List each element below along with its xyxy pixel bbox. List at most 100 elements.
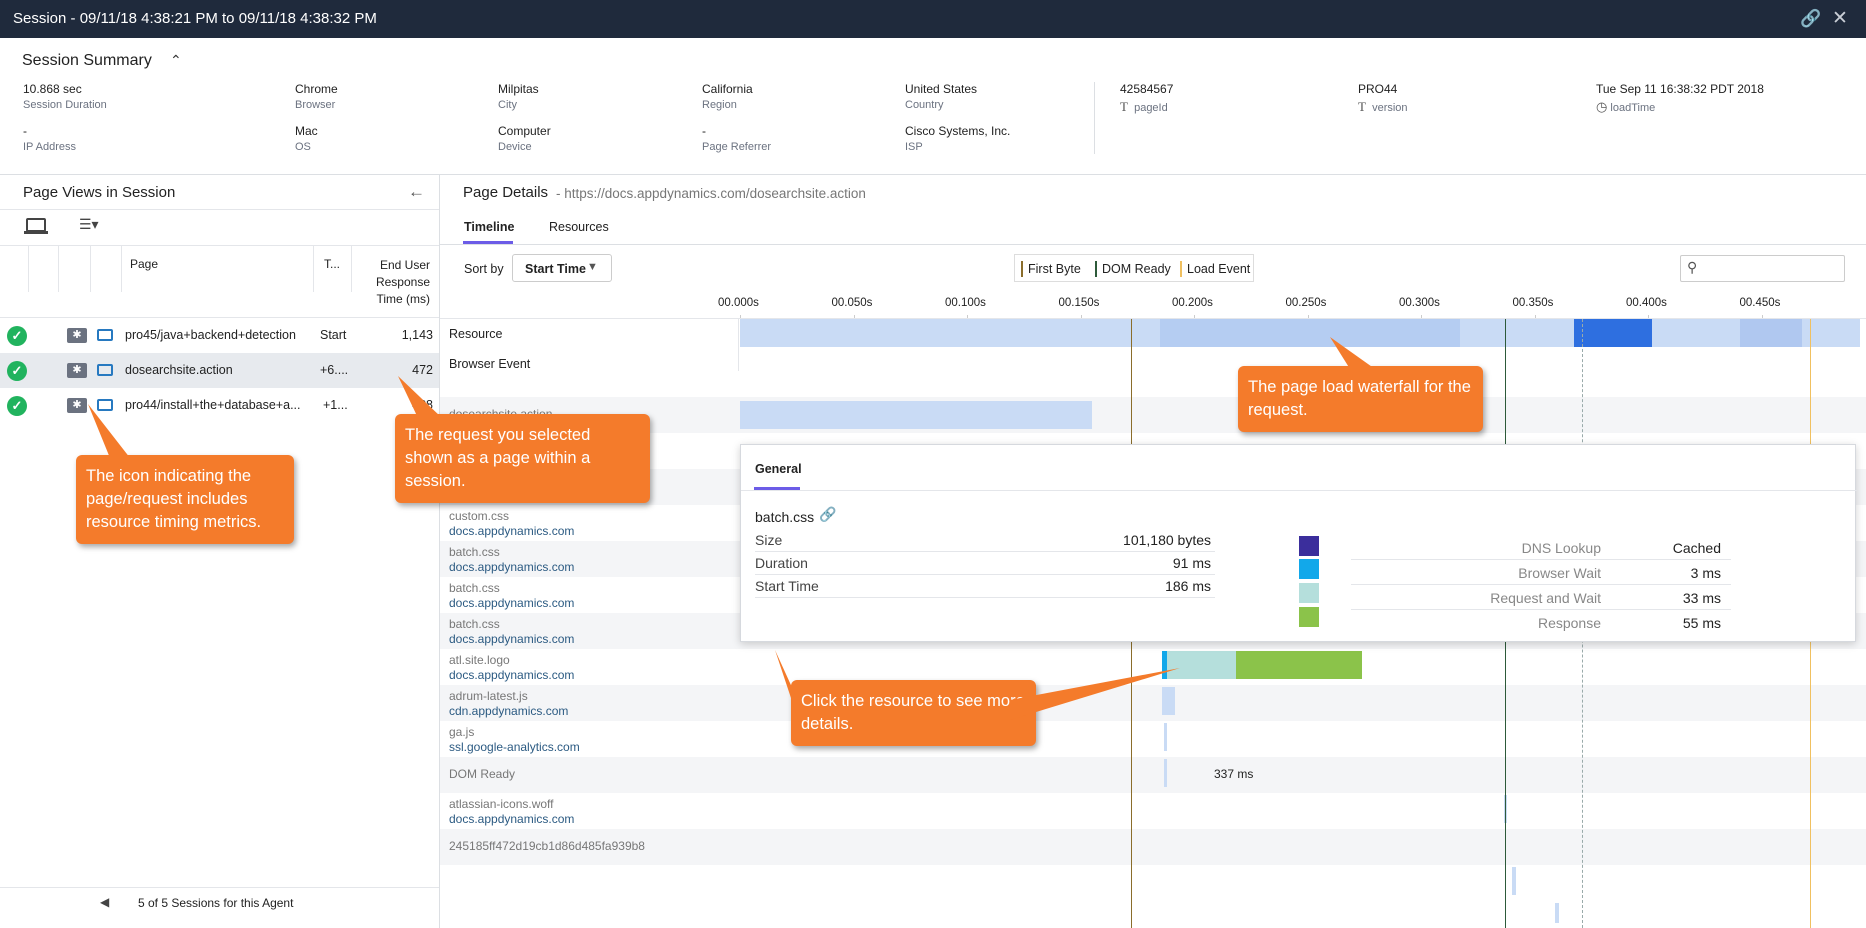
resource-summary-bar[interactable] (1460, 319, 1590, 347)
resource-bar[interactable] (1164, 723, 1167, 751)
dropdown-caret-icon: ▼ (587, 261, 598, 273)
link-icon[interactable]: 🔗 (819, 506, 837, 522)
resource-bar[interactable] (1162, 687, 1175, 715)
field-country: United States Country (905, 82, 978, 111)
field-version: PRO44 T version (1358, 82, 1408, 114)
field-page-referrer: - Page Referrer (702, 124, 772, 153)
text-type-icon: T (1120, 99, 1128, 114)
row-resource-domain: docs.appdynamics.com (449, 632, 575, 646)
row-resource-domain: cdn.appdynamics.com (449, 704, 569, 718)
field-isp: Cisco Systems, Inc. ISP (905, 124, 1011, 153)
text-type-icon: T (1358, 99, 1366, 114)
row-resource-domain: ssl.google-analytics.com (449, 740, 580, 754)
tab-active-indicator (463, 241, 513, 244)
timeline-row[interactable]: Browser Event (440, 349, 1866, 379)
resource-detail-popup: General batch.css 🔗 Size 101,180 bytes D… (740, 444, 1857, 642)
field-device: Computer Device (498, 124, 551, 153)
resource-timing-folder-icon: ✱ (67, 363, 87, 378)
axis-tick (1648, 315, 1649, 319)
field-browser: Chrome Browser (295, 82, 338, 111)
timeline-row[interactable]: atlassian-icons.woff docs.appdynamics.com (440, 793, 1866, 829)
timing-swatch (1299, 607, 1319, 627)
field-session-duration: 10.868 sec Session Duration (23, 82, 107, 111)
popup-tab-general[interactable]: General (755, 462, 802, 476)
row-time: Start (320, 328, 347, 342)
resource-bar[interactable] (1555, 903, 1559, 923)
tab-timeline[interactable]: Timeline (464, 220, 515, 234)
link-icon[interactable]: 🔗 (1800, 9, 1822, 28)
row-resource-domain: docs.appdynamics.com (449, 812, 575, 826)
success-check-icon: ✓ (7, 326, 27, 346)
resource-summary-bar[interactable] (1698, 319, 1748, 347)
timeline-row[interactable]: ga.js ssl.google-analytics.com (440, 721, 1866, 757)
stat-duration-value: 91 ms (1172, 555, 1211, 571)
page-details-title: Page Details (463, 184, 549, 201)
row-time: +6.... (320, 363, 349, 377)
close-icon[interactable]: ✕ (1832, 8, 1848, 29)
row-page: pro45/java+backend+detection (125, 328, 296, 342)
timeline-row[interactable]: Resource (440, 319, 1866, 349)
caret-left-icon[interactable]: ◀ (100, 895, 110, 909)
timeline-row[interactable]: dosearchsite.action (440, 397, 1866, 433)
field-page-id: 42584567 T pageId (1120, 82, 1174, 114)
sort-label: Sort by (464, 262, 504, 276)
timeline-row[interactable]: batch.css docs.appdynamics.com (440, 577, 1866, 613)
success-check-icon: ✓ (7, 396, 27, 416)
sessions-footer: 5 of 5 Sessions for this Agent (138, 896, 294, 910)
row-resource-name: ga.js (449, 725, 475, 739)
row-time: +1... (323, 398, 348, 412)
timing-request-wait-key: Request and Wait (1490, 590, 1601, 606)
resource-summary-bar[interactable] (1740, 319, 1802, 347)
callout-icon: The icon indicating the page/request inc… (76, 455, 294, 544)
arrow-left-icon[interactable]: ← (408, 182, 425, 201)
timeline-row[interactable]: atl.site.logo docs.appdynamics.com (440, 649, 1866, 685)
axis-tick-label: 00.450s (1739, 297, 1781, 309)
response-bar[interactable] (1236, 651, 1362, 679)
timeline-row[interactable]: DOM Ready 337 ms (440, 757, 1866, 793)
page-view-row[interactable]: ✓ ✱ pro44/install+the+database+a... +1..… (0, 388, 439, 423)
timeline-row[interactable]: custom.css docs.appdynamics.com (440, 505, 1866, 541)
timeline-row[interactable]: 245185ff472d19cb1d86d485fa939b8 (440, 829, 1866, 865)
request-wait-bar[interactable] (1167, 651, 1236, 679)
row-resource-domain: docs.appdynamics.com (449, 524, 575, 538)
resource-summary-bar-dark[interactable] (1574, 319, 1652, 347)
timing-response-key: Response (1537, 615, 1601, 631)
session-summary: Session Summary ⌃ 10.868 sec Session Dura… (0, 38, 1866, 175)
computer-icon[interactable] (26, 218, 46, 232)
page-view-row-selected[interactable]: ✓ ✱ dosearchsite.action +6.... 472 (0, 353, 439, 388)
axis-tick (740, 315, 741, 319)
axis-tick-label: 00.250s (1285, 297, 1327, 309)
axis-tick-label: 00.000s (718, 297, 759, 309)
window-title: Session - 09/11/18 4:38:21 PM to 09/11/1… (13, 10, 377, 27)
monitor-icon (97, 399, 113, 411)
axis-tick (1534, 315, 1536, 319)
column-time[interactable]: T... (324, 257, 341, 271)
resource-bar[interactable] (1512, 867, 1516, 895)
row-resource-name: Browser Event (449, 357, 531, 371)
monitor-icon (97, 329, 113, 341)
summary-divider (1094, 82, 1095, 154)
browser-wait-bar[interactable] (1162, 651, 1167, 679)
timing-browser-wait-key: Browser Wait (1518, 565, 1601, 581)
field-os: Mac OS (295, 124, 318, 153)
timing-browser-wait-value: 3 ms (1690, 565, 1721, 581)
timing-request-wait-value: 33 ms (1682, 590, 1721, 606)
column-response-time[interactable]: End User Response Time (ms) (375, 258, 430, 306)
resource-bar[interactable] (740, 401, 1092, 429)
timeline-legend: First Byte DOM Ready Load Event (1014, 254, 1254, 282)
resource-timing-folder-icon: ✱ (67, 398, 87, 413)
settings-sliders-icon[interactable]: ☰▾ (79, 216, 99, 232)
axis-tick (1761, 315, 1763, 319)
row-resource-name: 245185ff472d19cb1d86d485fa939b8 (449, 839, 645, 853)
resource-bar[interactable] (1164, 759, 1167, 787)
monitor-icon (97, 364, 113, 376)
search-input[interactable]: ⚲ (1680, 255, 1845, 282)
tab-resources[interactable]: Resources (549, 220, 609, 234)
column-page[interactable]: Page (130, 257, 159, 271)
title-bar: Session - 09/11/18 4:38:21 PM to 09/11/1… (0, 0, 1866, 38)
row-resource-domain: docs.appdynamics.com (449, 668, 575, 682)
collapse-chevron-icon[interactable]: ⌃ (170, 52, 182, 68)
timeline-row[interactable]: adrum-latest.js cdn.appdynamics.com (440, 685, 1866, 721)
sort-select[interactable]: Start Time ▼ (512, 254, 612, 282)
page-view-row[interactable]: ✓ ✱ pro45/java+backend+detection Start 1… (0, 318, 439, 353)
